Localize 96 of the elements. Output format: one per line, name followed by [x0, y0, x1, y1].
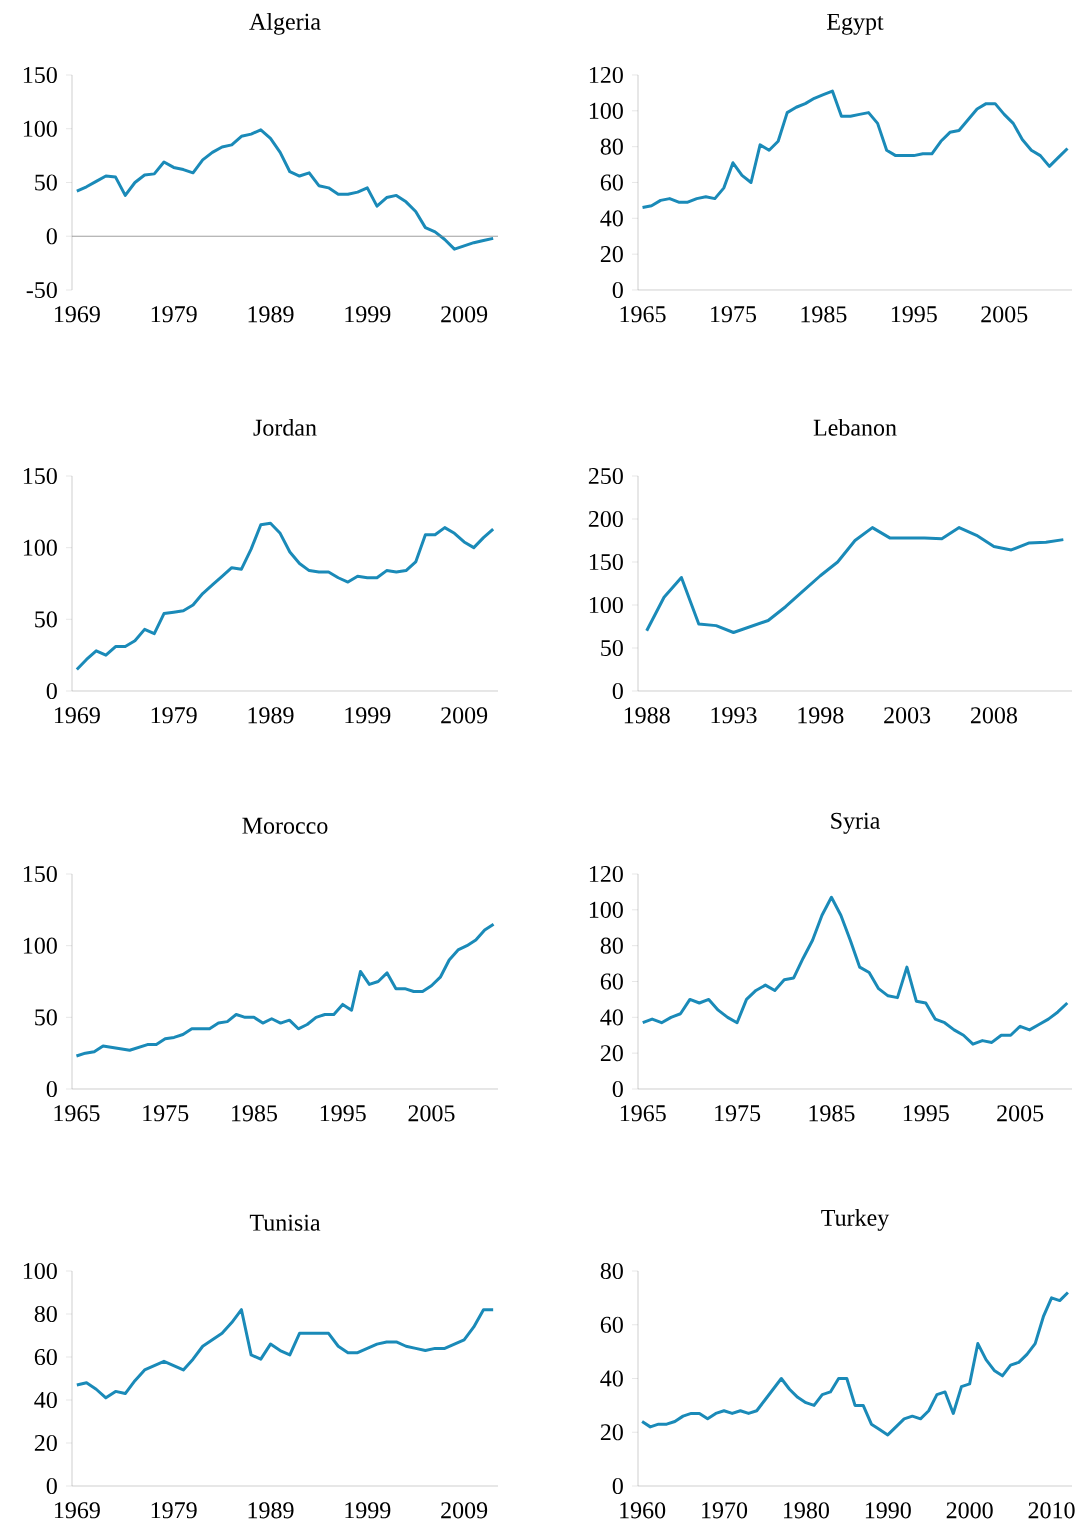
y-tick-label: 100 — [23, 539, 57, 556]
y-tick-label: 0 — [612, 281, 623, 299]
y-tick-label: 150 — [589, 553, 623, 571]
y-tick-label: 0 — [612, 1080, 623, 1098]
x-tick-label: 2008 — [970, 707, 1017, 724]
y-tick-label: 0 — [46, 228, 57, 245]
x-tick-label: 2009 — [441, 1502, 488, 1519]
x-tick-label: 1985 — [232, 1105, 277, 1122]
x-tick-label: 1988 — [624, 707, 670, 724]
x-tick-label: 2000 — [946, 1502, 993, 1519]
line-series — [75, 521, 495, 671]
x-tick-label: 2003 — [884, 707, 931, 724]
y-tick-label: 150 — [23, 865, 57, 883]
x-tick-label: 1965 — [620, 306, 666, 323]
y-tick-label: 20 — [600, 1424, 623, 1441]
chart-title: Turkey — [821, 1208, 890, 1231]
y-tick-label: 100 — [23, 120, 57, 137]
y-tick-label: -50 — [26, 281, 57, 299]
x-tick-label: 1995 — [320, 1105, 366, 1122]
chart-title: Tunisia — [249, 1214, 321, 1231]
y-tick-label: 200 — [588, 510, 623, 528]
x-tick-label: 1995 — [903, 1105, 949, 1122]
y-tick-label: 250 — [588, 467, 623, 485]
y-tick-label: 60 — [600, 1316, 623, 1333]
chart-title: Lebanon — [813, 418, 897, 436]
x-tick-label: 2005 — [981, 306, 1028, 323]
line-series — [75, 128, 495, 251]
x-tick-label: 2005 — [408, 1105, 455, 1122]
chart-title: Morocco — [242, 817, 328, 834]
chart-title: Algeria — [249, 12, 321, 35]
y-tick-label: 100 — [23, 937, 57, 954]
x-tick-label: 1989 — [248, 306, 294, 323]
x-tick-label: 1993 — [711, 707, 757, 724]
y-tick-label: 60 — [34, 1348, 57, 1366]
y-tick-label: 80 — [600, 138, 623, 155]
x-tick-label: 1985 — [801, 306, 847, 323]
x-tick-label: 1989 — [248, 707, 294, 724]
y-tick-label: 100 — [589, 596, 623, 614]
y-tick-label: 150 — [23, 467, 57, 485]
x-tick-label: 1969 — [54, 1502, 100, 1519]
x-tick-label: 1969 — [54, 707, 100, 724]
x-tick-label: 1975 — [715, 1105, 761, 1122]
x-tick-label: 2009 — [441, 306, 488, 323]
x-tick-label: 1965 — [620, 1105, 666, 1122]
line-series — [641, 895, 1069, 1046]
x-tick-label: 1960 — [620, 1502, 666, 1519]
y-tick-label: 0 — [46, 1080, 57, 1098]
y-tick-label: 20 — [600, 246, 623, 263]
y-tick-label: 80 — [34, 1305, 57, 1323]
y-tick-label: 20 — [34, 1434, 57, 1452]
y-tick-label: 50 — [35, 611, 57, 628]
x-tick-label: 1999 — [345, 707, 391, 724]
chart-title: Egypt — [827, 13, 884, 35]
y-tick-label: 60 — [600, 973, 623, 990]
y-tick-label: 50 — [601, 639, 623, 657]
x-tick-label: 1969 — [54, 306, 100, 323]
x-tick-label: 2010 — [1028, 1502, 1075, 1519]
x-tick-label: 1990 — [865, 1502, 911, 1519]
y-tick-label: 0 — [612, 1477, 623, 1495]
chart-title: Jordan — [253, 418, 317, 436]
x-tick-label: 1975 — [143, 1105, 189, 1122]
x-tick-label: 1989 — [248, 1502, 294, 1519]
y-tick-label: 0 — [46, 682, 57, 700]
y-tick-label: 40 — [34, 1391, 57, 1409]
y-tick-label: 40 — [600, 1009, 623, 1026]
y-tick-label: 40 — [600, 1370, 623, 1387]
x-tick-label: 2009 — [441, 707, 488, 724]
x-tick-label: 1999 — [345, 1502, 391, 1519]
chart-title: Syria — [831, 812, 881, 834]
y-tick-label: 150 — [23, 66, 57, 84]
y-tick-label: 120 — [589, 66, 623, 84]
x-tick-label: 1980 — [783, 1502, 829, 1519]
y-tick-label: 100 — [23, 1262, 57, 1280]
y-tick-label: 100 — [589, 901, 623, 918]
x-tick-label: 1979 — [151, 707, 197, 724]
x-tick-label: 1999 — [345, 306, 391, 323]
y-tick-label: 80 — [600, 1262, 623, 1280]
x-tick-label: 2005 — [997, 1105, 1044, 1122]
y-tick-label: 50 — [35, 1009, 57, 1026]
y-tick-label: 0 — [612, 682, 623, 700]
x-tick-label: 1995 — [891, 306, 937, 323]
x-tick-label: 1998 — [798, 707, 844, 724]
x-tick-label: 1975 — [711, 306, 757, 323]
x-tick-label: 1979 — [151, 306, 197, 323]
y-tick-label: 50 — [35, 174, 57, 191]
x-tick-label: 1979 — [151, 1502, 197, 1519]
y-tick-label: 40 — [600, 210, 623, 227]
y-tick-label: 0 — [46, 1477, 57, 1495]
y-tick-label: 100 — [589, 102, 623, 119]
x-tick-label: 1965 — [54, 1105, 100, 1122]
x-tick-label: 1970 — [702, 1502, 748, 1519]
y-tick-label: 20 — [600, 1045, 623, 1062]
y-tick-label: 60 — [600, 174, 623, 191]
x-tick-label: 1985 — [809, 1105, 855, 1122]
y-tick-label: 80 — [600, 937, 623, 954]
y-tick-label: 120 — [589, 865, 623, 883]
